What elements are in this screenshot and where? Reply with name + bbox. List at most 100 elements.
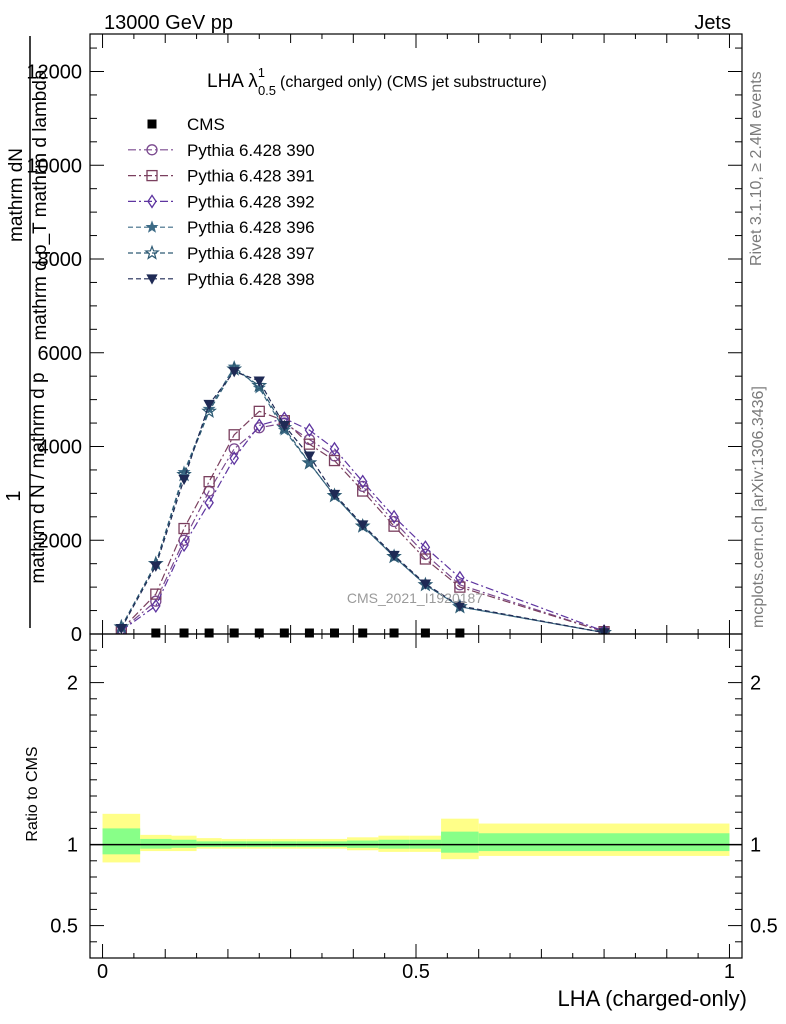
ylabel-numerator-2: mathrm d p_T mathrm d lambda: [30, 69, 51, 340]
x-tick-label: 0: [97, 961, 108, 983]
series-point-s398: [328, 489, 341, 501]
series-point-s391: [253, 405, 265, 417]
series-point-s397: [596, 624, 612, 634]
series-point-s397: [301, 454, 318, 470]
series-point-s392: [329, 441, 340, 457]
series-point-s392: [304, 422, 315, 438]
series-point-s398: [228, 367, 240, 378]
watermark: CMS_2021_I1920187: [347, 590, 483, 606]
series-point-s391: [454, 581, 466, 593]
series-point-s391: [228, 429, 240, 441]
series-point-s398: [253, 376, 265, 387]
ylabel-prefix: 1: [3, 490, 25, 501]
series-point-s390: [150, 595, 162, 607]
title-sub: 0.5: [258, 83, 276, 98]
title-sup: 1: [258, 65, 265, 80]
ratio-y-tick-label-right: 2: [750, 673, 761, 695]
series-point-s396: [177, 465, 191, 478]
legend-label-s392: Pythia 6.428 392: [187, 192, 315, 211]
ratio-band-inner: [102, 828, 141, 855]
header-left: 13000 GeV pp: [104, 12, 233, 34]
series-point-s392: [420, 540, 431, 555]
cms-point: [304, 628, 314, 638]
y-tick-label: 10000: [26, 155, 82, 177]
x-axis-label: LHA (charged-only): [557, 986, 747, 1011]
legend-label-s398: Pythia 6.428 398: [187, 270, 315, 289]
legend-label-cms: CMS: [187, 115, 225, 134]
legend-marker-s397: [144, 244, 160, 260]
series-point-s391: [178, 522, 190, 535]
title-main: LHA λ: [207, 71, 258, 92]
series-point-s398: [178, 474, 190, 486]
legend-label-s396: Pythia 6.428 396: [187, 218, 315, 237]
legend-marker-s391: [146, 169, 158, 182]
series-point-s398: [150, 561, 162, 572]
y-tick-label: 8000: [38, 249, 83, 271]
ylabel-numerator: mathrm dN: [6, 148, 27, 242]
series-point-s392: [204, 495, 214, 510]
y-tick-label: 2000: [38, 530, 83, 552]
legend-marker-s390: [146, 144, 158, 156]
series-point-s392: [357, 474, 368, 489]
legend-item-s390: Pythia 6.428 390: [128, 141, 315, 160]
legend-marker-cms: [147, 119, 157, 129]
series-point-s398: [203, 399, 215, 411]
ratio-y-tick-label: 0.5: [50, 916, 78, 938]
legend-label-s391: Pythia 6.428 391: [187, 167, 315, 186]
series-point-s392: [179, 537, 189, 553]
header-right: Jets: [694, 12, 731, 34]
ratio-band-inner: [478, 833, 730, 852]
chart-title: LHA λ1 0.5 (charged only) (CMS jet substru…: [207, 65, 547, 98]
series-point-s398: [278, 421, 291, 432]
x-tick-label: 1: [724, 961, 735, 983]
legend-marker-s392: [147, 194, 157, 209]
cms-point: [358, 628, 368, 638]
legend-label-s390: Pythia 6.428 390: [187, 141, 315, 160]
series-point-s396: [252, 381, 266, 394]
cms-point: [389, 628, 399, 638]
cms-point: [179, 628, 189, 638]
cms-point: [279, 628, 289, 638]
x-tick-label: 0.5: [402, 961, 430, 983]
series-point-s398: [419, 579, 432, 590]
legend: CMS Pythia 6.428 390 Pythia 6.428 391 Pythi…: [128, 115, 315, 289]
series-line-s398: [120, 370, 605, 634]
legend-item-s396: Pythia 6.428 396: [128, 218, 315, 237]
ratio-y-tick-label: 1: [67, 835, 78, 857]
legend-item-s392: Pythia 6.428 392: [128, 192, 315, 211]
y-tick-label: 12000: [26, 62, 82, 84]
series-point-s398: [357, 520, 369, 531]
legend-label-s397: Pythia 6.428 397: [187, 244, 315, 263]
legend-item-s397: Pythia 6.428 397: [128, 244, 315, 263]
ratio-ylabel: Ratio to CMS: [24, 746, 41, 841]
ratio-band-inner: [171, 839, 197, 848]
series-point-s390: [228, 443, 240, 455]
series-point-s392: [151, 598, 161, 614]
y-axis-label: 1 mathrm dN mathrm d p_T mathrm d lambda…: [3, 36, 51, 628]
series-point-s397: [201, 403, 217, 419]
ratio-y-tick-label-right: 0.5: [750, 916, 778, 938]
series-point-s390: [253, 422, 265, 434]
ratio-y-tick-label: 2: [67, 673, 78, 695]
cms-points: [151, 628, 465, 638]
cms-point: [151, 628, 161, 638]
cms-point: [455, 628, 465, 638]
ratio-y-tick-label-right: 1: [750, 835, 761, 857]
legend-item-s398: Pythia 6.428 398: [128, 270, 315, 289]
cms-point: [204, 628, 214, 638]
rivet-label: Rivet 3.1.10, ≥ 2.4M events: [748, 71, 765, 266]
series-point-s391: [203, 476, 215, 488]
cms-point: [229, 628, 239, 638]
series-line-s390: [120, 422, 605, 633]
ratio-panel: 0.5 0.5 1 1 2 2 0 0.5 1 Ratio to CMS LHA (charge…: [24, 633, 778, 1011]
legend-marker-s398: [146, 274, 158, 285]
legend-marker-s396: [145, 220, 159, 233]
legend-item-s391: Pythia 6.428 391: [128, 167, 315, 186]
y-tick-label: 4000: [38, 437, 83, 459]
series-point-s392: [229, 451, 239, 466]
series-point-s391: [357, 485, 369, 497]
series-point-s398: [388, 550, 400, 562]
y-tick-label: 6000: [38, 343, 83, 365]
